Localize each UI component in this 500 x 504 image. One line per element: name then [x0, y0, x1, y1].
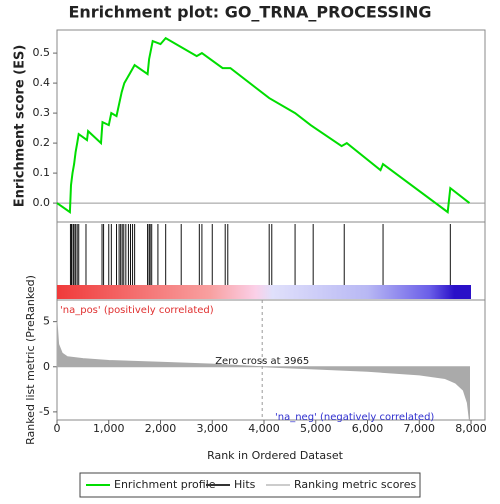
x-tick-label: 4,000 [248, 422, 280, 435]
y-tick-label: 0.4 [33, 76, 51, 89]
y-tick-label: -5 [39, 405, 50, 418]
x-axis-label: Rank in Ordered Dataset [207, 449, 344, 462]
y-tick-label: 0.5 [33, 46, 51, 59]
chart-title: Enrichment plot: GO_TRNA_PROCESSING [68, 3, 431, 22]
x-tick-label: 0 [54, 422, 61, 435]
y-tick-label: 5 [43, 315, 50, 328]
x-tick-label: 8,000 [455, 422, 487, 435]
y-tick-label: 0.0 [33, 196, 51, 209]
y-tick-label: 0.3 [33, 106, 51, 119]
y-tick-label: 0.2 [33, 136, 51, 149]
color-bar [57, 285, 471, 299]
x-tick-label: 1,000 [93, 422, 125, 435]
annotation: Zero cross at 3965 [215, 356, 309, 367]
y-axis-label: Enrichment score (ES) [13, 45, 28, 208]
legend [79, 472, 421, 498]
legend-entry: Ranking metric scores [294, 478, 416, 491]
x-tick-label: 7,000 [404, 422, 436, 435]
x-tick-label: 5,000 [300, 422, 332, 435]
x-tick-label: 6,000 [352, 422, 384, 435]
y-axis-label: Ranked list metric (PreRanked) [24, 275, 37, 445]
y-tick-label: 0 [43, 360, 50, 373]
x-tick-label: 2,000 [145, 422, 177, 435]
y-tick-label: 0.1 [33, 166, 51, 179]
x-tick-label: 3,000 [197, 422, 229, 435]
metric-area [56, 321, 470, 421]
enrichment-line [56, 36, 471, 214]
pos-label: 'na_pos' (positively correlated) [60, 305, 214, 316]
legend-entry: Hits [234, 478, 256, 491]
legend-entry: Enrichment profile [114, 478, 216, 491]
neg-label: 'na_neg' (negatively correlated) [275, 412, 434, 423]
